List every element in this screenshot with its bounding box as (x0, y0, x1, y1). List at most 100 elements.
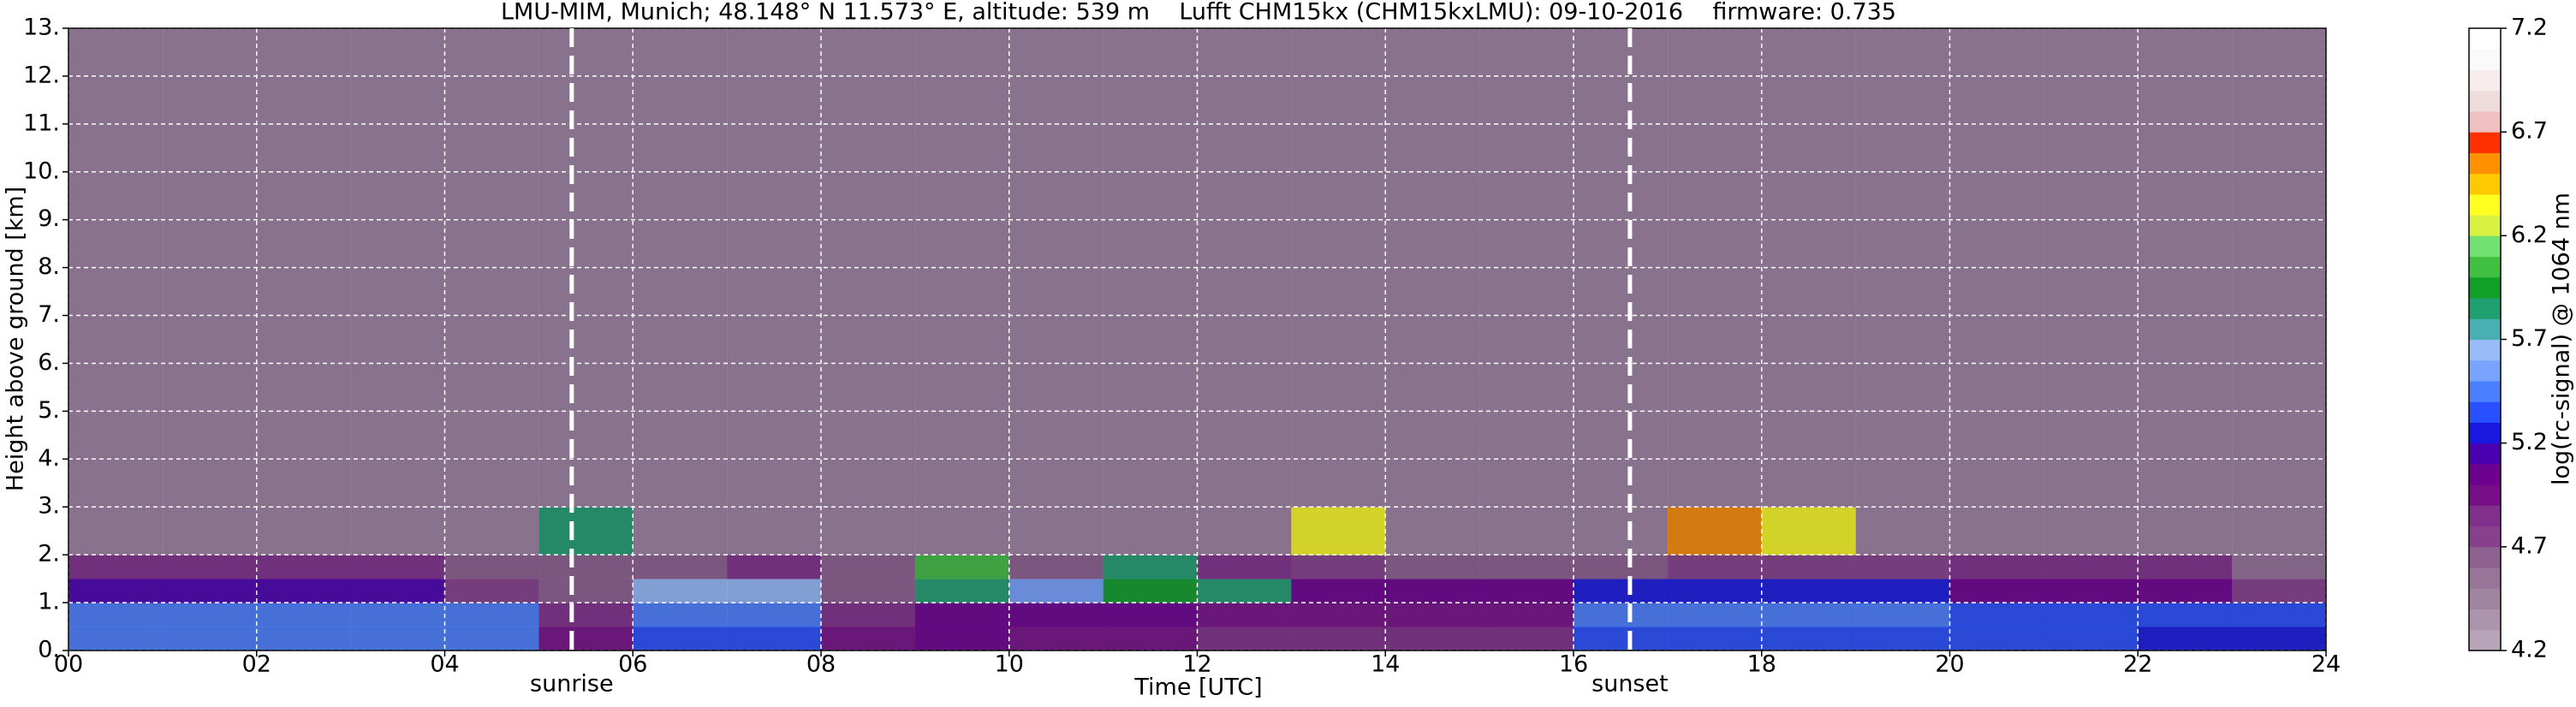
heat-cell (1479, 603, 1574, 627)
heat-cell (256, 507, 352, 556)
heat-cell (1291, 28, 1386, 412)
heat-cell (914, 579, 1010, 603)
heat-cell (1385, 555, 1480, 579)
heat-cell (1667, 28, 1763, 412)
x-tick-label: 20 (1935, 651, 1964, 678)
heat-cell (2044, 627, 2139, 651)
colorbar-swatch (2469, 484, 2501, 506)
colorbar-swatch (2469, 401, 2501, 423)
heat-cell (350, 627, 445, 651)
heat-cell (1291, 411, 1386, 508)
heat-cell (1574, 579, 1669, 603)
colorbar-tick-label: 6.7 (2511, 118, 2548, 145)
heat-cell (1949, 627, 2044, 651)
heat-cell (444, 507, 539, 556)
heat-cell (1385, 627, 1480, 651)
heat-cell (350, 507, 445, 556)
heat-cell (1949, 603, 2044, 627)
colorbar-swatch (2469, 505, 2501, 527)
heat-cell (1103, 579, 1198, 603)
colorbar-swatch (2469, 318, 2501, 340)
heat-cell (914, 507, 1010, 556)
y-tick-label: 7. (38, 301, 60, 328)
heat-cell (162, 627, 258, 651)
heat-cell (1291, 555, 1386, 579)
heat-cell (821, 507, 916, 556)
colorbar-swatch (2469, 235, 2501, 258)
heat-cell (1761, 28, 1857, 412)
heat-cell (1855, 507, 1950, 556)
colorbar-swatch (2469, 588, 2501, 610)
colorbar-swatch (2469, 28, 2501, 50)
heat-cell (1574, 603, 1669, 627)
heat-cell (1291, 627, 1386, 651)
heat-cell (1008, 555, 1104, 579)
heat-cell (1103, 555, 1198, 579)
heat-cell (1291, 507, 1386, 556)
y-tick-label: 9. (38, 205, 60, 232)
heat-cell (1761, 507, 1857, 556)
event-label: sunrise (530, 671, 614, 698)
heat-cell (2138, 555, 2233, 579)
heat-cell (162, 555, 258, 579)
colorbar-swatch (2469, 443, 2501, 465)
chart-title: LMU-MIM, Munich; 48.148° N 11.573° E, al… (501, 0, 1896, 26)
heat-cell (2044, 579, 2139, 603)
colorbar-tick-label: 5.2 (2511, 429, 2548, 455)
y-tick-label: 2. (38, 541, 60, 567)
colorbar-swatch (2469, 256, 2501, 278)
heat-cell (256, 603, 352, 627)
heat-cell (1385, 507, 1480, 556)
heat-cell (350, 579, 445, 603)
heat-cell (1479, 507, 1574, 556)
x-tick-label: 16 (1559, 651, 1588, 678)
heat-cell (444, 555, 539, 579)
colorbar-swatch (2469, 546, 2501, 568)
heat-cell (727, 507, 822, 556)
x-tick-label: 00 (54, 651, 83, 678)
x-tick-label: 18 (1747, 651, 1776, 678)
heat-cell (1008, 603, 1104, 627)
heat-cell (914, 603, 1010, 627)
heat-cell (727, 555, 822, 579)
heat-cell (821, 627, 916, 651)
heat-cell (444, 627, 539, 651)
colorbar-swatch (2469, 276, 2501, 299)
y-tick-label: 13. (23, 15, 60, 41)
heat-cell (1855, 627, 1950, 651)
heat-cell (821, 579, 916, 603)
heat-cell (1385, 579, 1480, 603)
heat-cell (1667, 603, 1763, 627)
x-tick-label: 12 (1182, 651, 1211, 678)
x-tick-label: 06 (618, 651, 647, 678)
heat-cell (1855, 603, 1950, 627)
colorbar-swatch (2469, 526, 2501, 548)
heat-cell (1197, 627, 1292, 651)
heat-cell (821, 603, 916, 627)
heat-cell (256, 627, 352, 651)
colorbar-swatch (2469, 298, 2501, 319)
heat-cell (2232, 507, 2327, 556)
heat-cell (914, 555, 1010, 579)
y-axis-label: Height above ground [km] (3, 187, 29, 491)
heat-cell (256, 579, 352, 603)
y-tick-label: 12. (23, 62, 60, 88)
heat-cell (2138, 507, 2233, 556)
heat-cell (1761, 555, 1857, 579)
colorbar-swatch (2469, 69, 2501, 92)
heat-cell (1103, 507, 1198, 556)
heat-cell (1761, 579, 1857, 603)
heat-cell (1761, 411, 1857, 508)
colorbar-swatch (2469, 90, 2501, 112)
y-tick-label: 5. (38, 397, 60, 424)
heat-cell (2138, 28, 2233, 412)
heat-cell (1197, 579, 1292, 603)
heat-cell (68, 507, 164, 556)
colorbar-swatch (2469, 609, 2501, 631)
y-tick-label: 1. (38, 589, 60, 615)
heat-cell (1197, 555, 1292, 579)
heat-cell (350, 603, 445, 627)
x-tick-label: 22 (2123, 651, 2152, 678)
